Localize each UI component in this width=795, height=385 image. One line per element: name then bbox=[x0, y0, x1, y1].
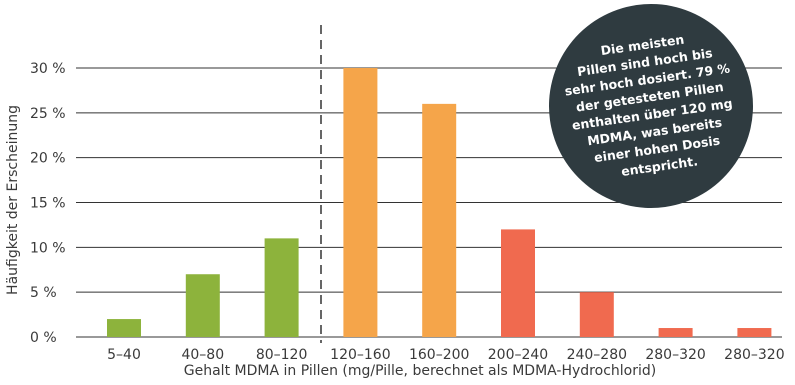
bar bbox=[501, 229, 535, 337]
y-axis-tick-labels: 0 % 5 % 10 % 15 % 20 % 25 % 30 % bbox=[30, 61, 66, 346]
y-tick-label: 5 % bbox=[30, 285, 57, 301]
bar bbox=[422, 103, 457, 337]
bars bbox=[107, 68, 772, 337]
x-tick-label: 80–120 bbox=[256, 347, 308, 363]
x-tick-label: 280–320 bbox=[645, 347, 705, 363]
annotation-circle bbox=[549, 4, 753, 208]
bar bbox=[185, 274, 220, 337]
y-tick-label: 10 % bbox=[30, 240, 66, 256]
x-axis-tick-labels: 5–40 40–80 80–120 120–160 160–200 200–240 240–… bbox=[107, 347, 784, 363]
y-tick-label: 15 % bbox=[30, 196, 66, 212]
y-tick-label: 30 % bbox=[30, 61, 66, 77]
bar bbox=[343, 68, 378, 337]
y-tick-label: 0 % bbox=[30, 330, 57, 346]
x-tick-label: 240–280 bbox=[567, 347, 627, 363]
bar bbox=[579, 292, 614, 337]
x-tick-label: 160–200 bbox=[409, 347, 469, 363]
bar bbox=[107, 319, 141, 337]
bar bbox=[737, 328, 772, 337]
y-axis-title: Häufigkeit der Erscheinung bbox=[5, 105, 21, 295]
x-tick-label: 200–240 bbox=[488, 347, 548, 363]
x-axis-title: Gehalt MDMA in Pillen (mg/Pille, berechn… bbox=[184, 363, 656, 379]
x-tick-label: 120–160 bbox=[330, 347, 390, 363]
bar bbox=[658, 328, 693, 337]
x-tick-label: 280–320 bbox=[724, 347, 784, 363]
y-tick-label: 25 % bbox=[30, 106, 66, 122]
y-tick-label: 20 % bbox=[30, 151, 66, 167]
x-tick-label: 5–40 bbox=[107, 347, 141, 363]
bar bbox=[264, 238, 299, 337]
x-tick-label: 40–80 bbox=[181, 347, 224, 363]
